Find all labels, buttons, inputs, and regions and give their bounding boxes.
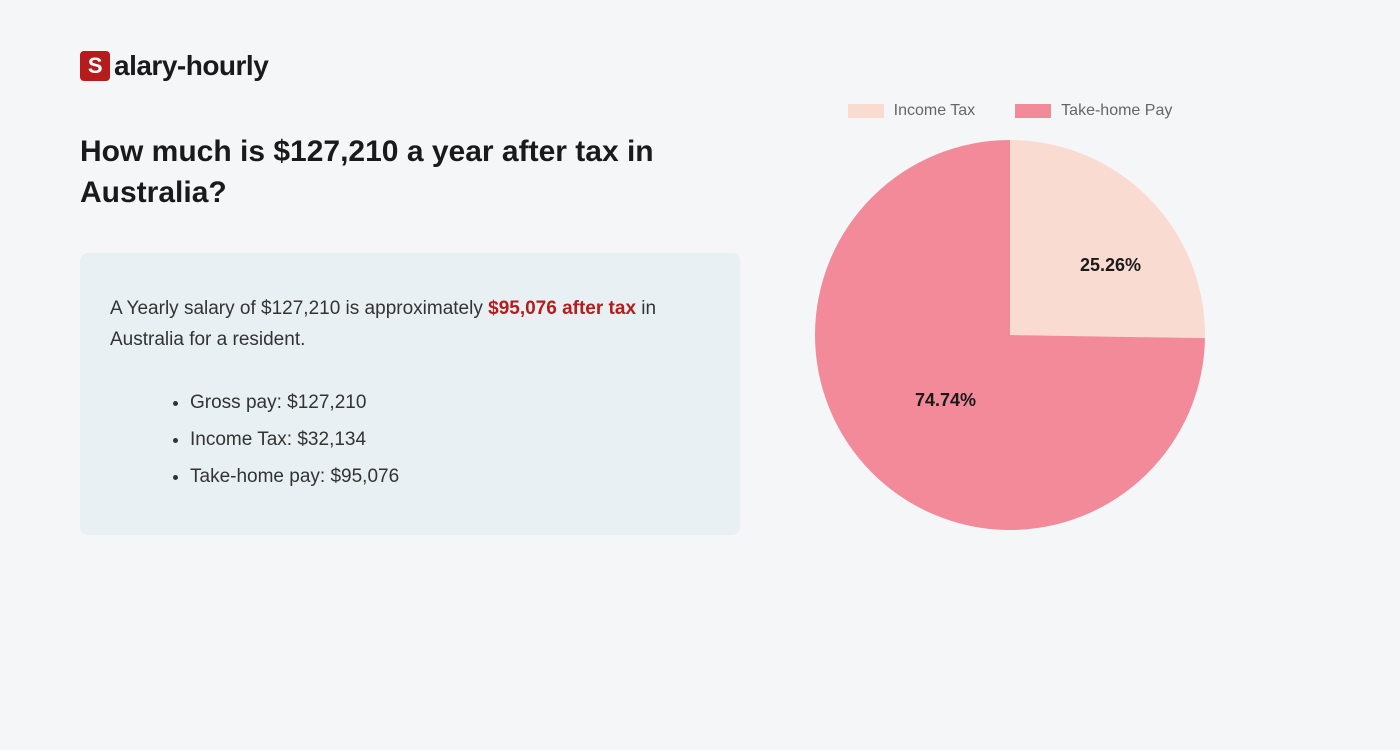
pie-svg [815, 140, 1205, 530]
summary-highlight: $95,076 after tax [488, 298, 636, 319]
pie-slice-label: 25.26% [1080, 255, 1141, 276]
left-column: How much is $127,210 a year after tax in… [80, 132, 740, 535]
chart-legend: Income Tax Take-home Pay [800, 102, 1220, 120]
bullet-list: Gross pay: $127,210 Income Tax: $32,134 … [110, 384, 710, 495]
chart-column: Income Tax Take-home Pay 25.26% 74.74% [800, 102, 1220, 530]
legend-item-take-home: Take-home Pay [1015, 102, 1172, 120]
summary-text: A Yearly salary of $127,210 is approxima… [110, 293, 710, 356]
legend-swatch [848, 104, 884, 118]
pie-chart: 25.26% 74.74% [815, 140, 1205, 530]
legend-label: Take-home Pay [1061, 102, 1172, 120]
list-item: Income Tax: $32,134 [190, 421, 710, 458]
pie-slice-label: 74.74% [915, 390, 976, 411]
logo-badge: S [80, 51, 110, 81]
summary-prefix: A Yearly salary of $127,210 is approxima… [110, 298, 488, 319]
page-title: How much is $127,210 a year after tax in… [80, 132, 740, 213]
legend-label: Income Tax [894, 102, 976, 120]
logo: Salary-hourly [80, 50, 1320, 82]
legend-swatch [1015, 104, 1051, 118]
legend-item-income-tax: Income Tax [848, 102, 976, 120]
logo-text: alary-hourly [114, 50, 268, 82]
info-box: A Yearly salary of $127,210 is approxima… [80, 253, 740, 535]
content-row: How much is $127,210 a year after tax in… [80, 132, 1320, 535]
list-item: Gross pay: $127,210 [190, 384, 710, 421]
list-item: Take-home pay: $95,076 [190, 458, 710, 495]
